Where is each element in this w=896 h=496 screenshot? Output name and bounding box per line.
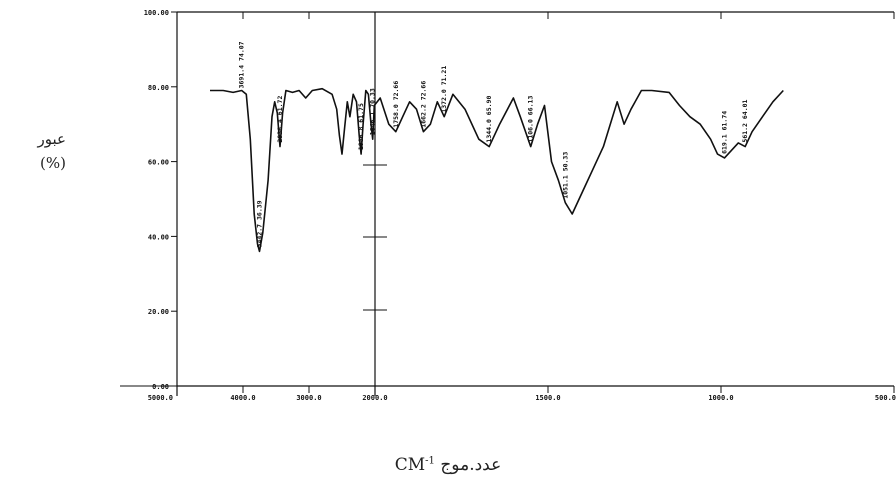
y-tick-label: 0.00: [152, 383, 169, 391]
peak-label: 1662.2 72.66: [419, 81, 427, 128]
y-axis-label-unit: (%): [40, 154, 66, 172]
series-group: [210, 87, 784, 253]
x-axis-ticks: 5000.0 4000.0 3000.0 2000.0 1500.0 1000.0 500.…: [148, 12, 896, 402]
y-tick-label: 40.00: [148, 233, 169, 241]
y-tick-label: 60.00: [148, 159, 169, 167]
y-tick-label: 80.00: [148, 84, 169, 92]
y-tick-label: 100.00: [144, 9, 169, 17]
peak-label: 561.2 64.01: [741, 99, 749, 142]
peak-label: 3442.7 36.39: [256, 200, 264, 247]
peak-label: 1051.1 50.33: [561, 152, 569, 199]
peak-label: 1986.8 61.75: [357, 103, 365, 150]
peak-label: 619.1 61.74: [721, 111, 729, 154]
x-axis-label-sup: -1: [425, 455, 435, 467]
x-tick-label: 500.0: [875, 394, 896, 402]
peak-label: 2936.4 61.72: [276, 96, 284, 143]
x-axis-label-unit: CM: [394, 455, 426, 475]
plot-frame: [120, 11, 894, 396]
x-axis-label: CM-1 عدد.موج: [0, 455, 896, 475]
peak-label: 1344.0 65.90: [485, 96, 493, 143]
x-tick-label: 3000.0: [296, 394, 321, 402]
x-tick-label: 2000.0: [362, 394, 387, 402]
x-axis-label-word: عدد.موج: [440, 455, 502, 475]
x-tick-label: 1500.0: [535, 394, 560, 402]
x-tick-label: 4000.0: [230, 394, 255, 402]
y-tick-label: 20.00: [148, 308, 169, 316]
y-axis-ticks: 100.00 80.00 60.00 40.00 20.00 0.00: [144, 9, 177, 391]
x-tick-label: 1000.0: [708, 394, 733, 402]
peak-label: 1372.0 71.21: [440, 66, 448, 113]
spectrum-line: [210, 87, 784, 253]
peak-annotations: 3691.4 74.07 3442.7 36.39 2936.4 61.72 1986…: [238, 41, 750, 247]
x-tick-label: 5000.0: [148, 394, 173, 402]
peak-label: 1846.1 70.33: [369, 88, 377, 135]
peak-label: 3691.4 74.07: [238, 41, 246, 88]
peak-label: 1106.0 66.13: [527, 96, 535, 143]
peak-label: 1758.0 72.66: [392, 81, 400, 128]
y-axis-label-word: عبور: [37, 130, 66, 148]
